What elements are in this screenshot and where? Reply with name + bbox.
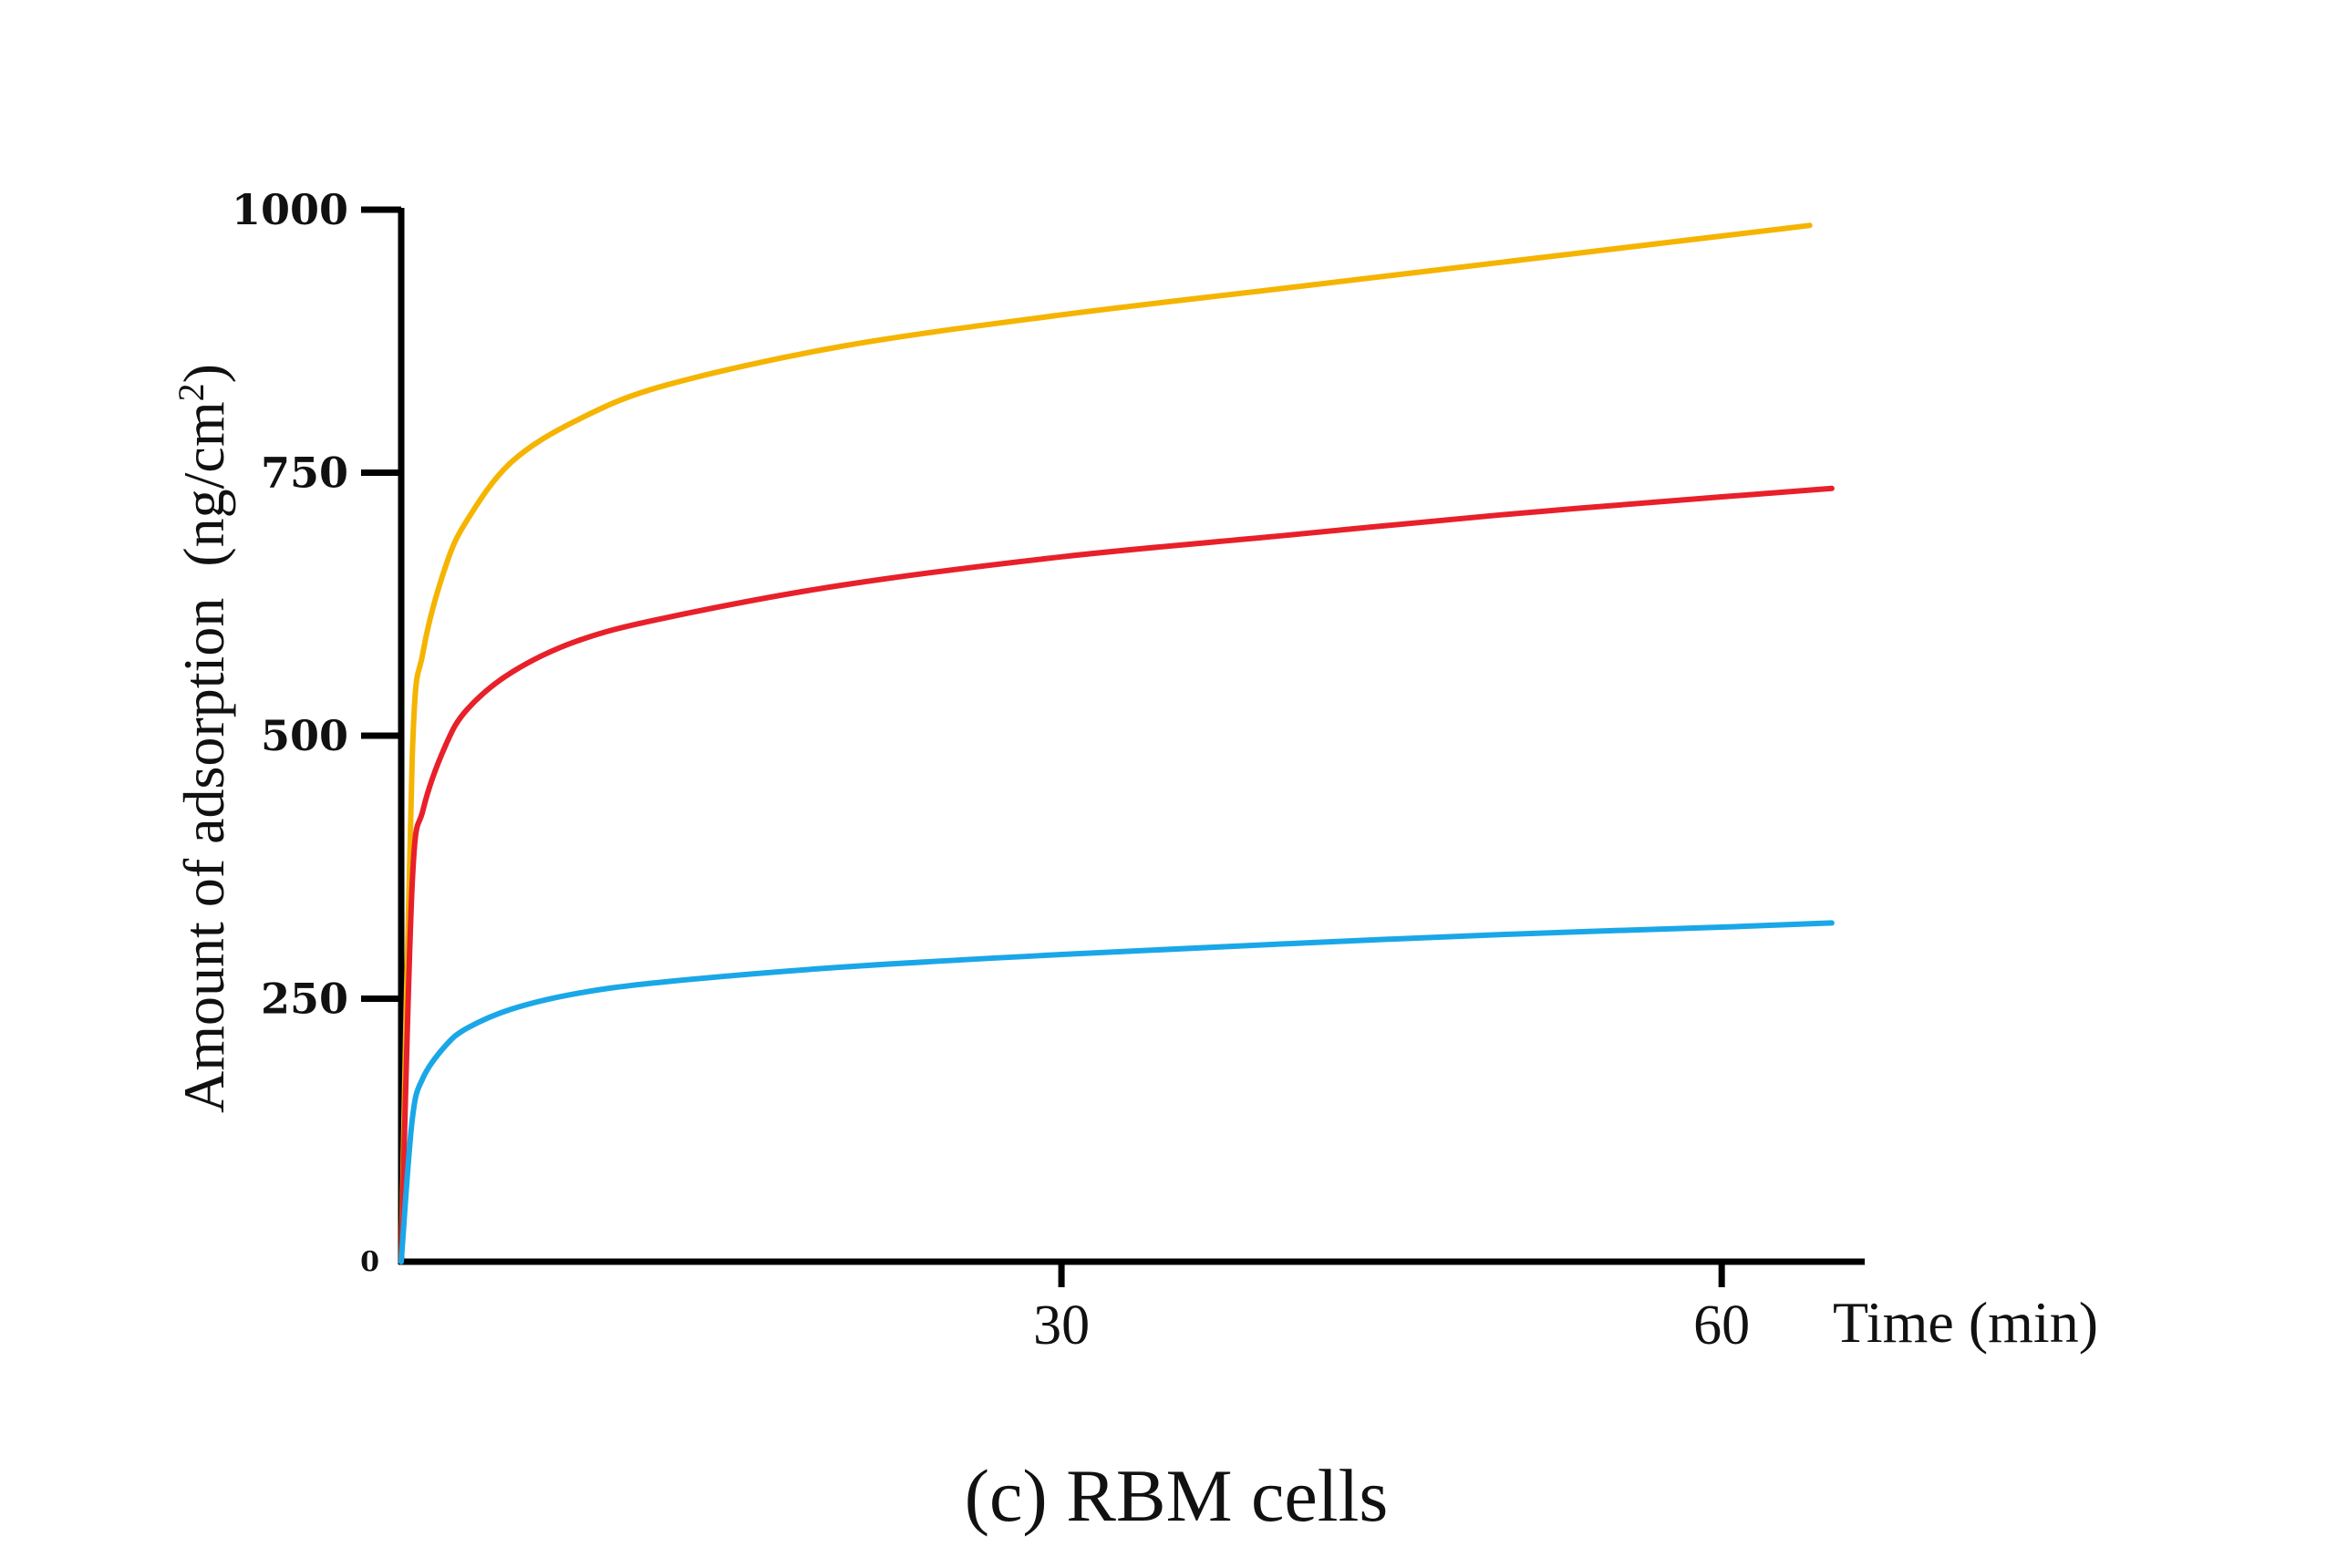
series-line-2 xyxy=(398,485,1835,1264)
x-axis-label: Time (min) xyxy=(1833,1290,2098,1355)
chart-caption: (c) RBM cells xyxy=(965,1454,1389,1537)
y-axis-ticks: 0 250 500 750 1000 xyxy=(232,185,401,1278)
x-tick-label: 60 xyxy=(1693,1295,1750,1357)
y-tick-label: 750 xyxy=(261,449,348,498)
series-group xyxy=(398,222,1835,1264)
y-tick-label: 0 xyxy=(360,1246,379,1278)
y-axis-label-text: Amount of adsorption xyxy=(171,598,236,1113)
series-line-3 xyxy=(398,920,1835,1264)
x-axis-ticks: 30 60 xyxy=(1033,1262,1750,1357)
y-tick-label: 500 xyxy=(261,711,348,760)
x-tick-label: 30 xyxy=(1033,1295,1090,1357)
y-axis-label-unit-sup: 2 xyxy=(171,383,212,401)
y-tick-label: 250 xyxy=(261,975,348,1024)
y-axis-label-unit-close: ) xyxy=(171,364,236,383)
y-axis-label-unit: (ng/cm xyxy=(171,401,236,566)
y-tick-label: 1000 xyxy=(232,185,348,234)
series-line-1 xyxy=(398,222,1813,1264)
y-axis-label: Amount of adsorption (ng/cm2) xyxy=(171,364,237,1113)
